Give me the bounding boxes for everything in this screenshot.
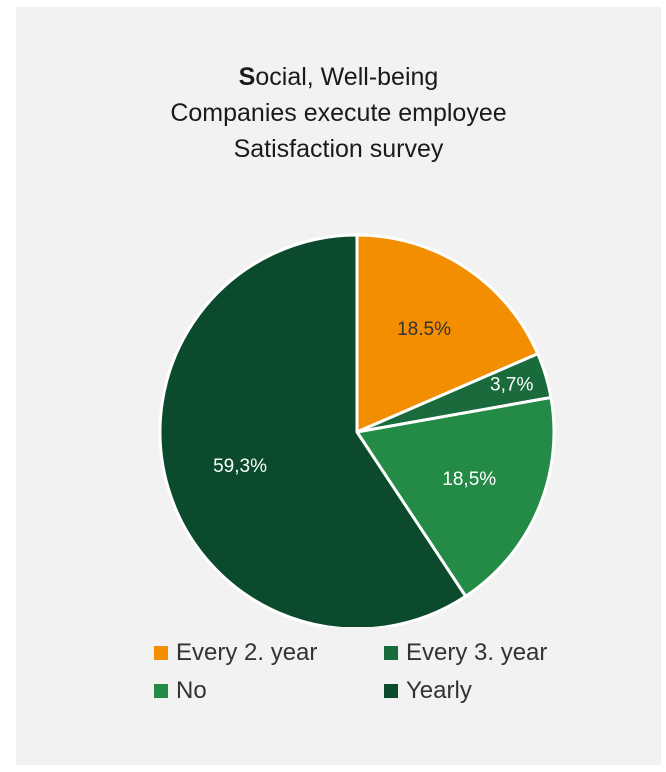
title-line-1-rest: ocial, Well-being — [255, 63, 439, 91]
legend-swatch — [384, 646, 398, 660]
title-line-2: Companies execute employee — [170, 99, 507, 127]
legend-item: Every 3. year — [384, 639, 614, 667]
title-first-letter: S — [238, 63, 256, 91]
title-line-1: Social, Well-being — [16, 59, 661, 95]
legend-swatch — [154, 684, 168, 698]
chart-title: Social, Well-being Companies execute emp… — [16, 59, 661, 167]
chart-panel: Social, Well-being Companies execute emp… — [16, 7, 661, 765]
pie-slice-every-2-year — [355, 233, 540, 434]
pie-slice-yearly — [158, 233, 468, 627]
legend-label: Every 2. year — [176, 639, 318, 666]
slice-data-label: 18.5% — [397, 319, 451, 340]
legend-item: No — [154, 677, 384, 705]
legend-swatch — [154, 646, 168, 660]
pie-chart: 18.5% 3,7% 18,5% 59,3% — [158, 233, 556, 627]
slice-data-label: 18,5% — [442, 469, 496, 490]
legend-label: No — [176, 677, 207, 704]
pie-slice-no — [355, 396, 556, 598]
legend-swatch — [384, 684, 398, 698]
legend-label: Every 3. year — [406, 639, 548, 666]
title-line-3: Satisfaction survey — [233, 135, 444, 163]
slice-data-label: 59,3% — [213, 456, 267, 477]
legend-item: Yearly — [384, 677, 614, 705]
legend-item: Every 2. year — [154, 639, 384, 667]
slice-data-label: 3,7% — [490, 374, 533, 395]
legend-label: Yearly — [406, 677, 472, 704]
legend: Every 2. year Every 3. year No Yearly — [154, 639, 614, 705]
